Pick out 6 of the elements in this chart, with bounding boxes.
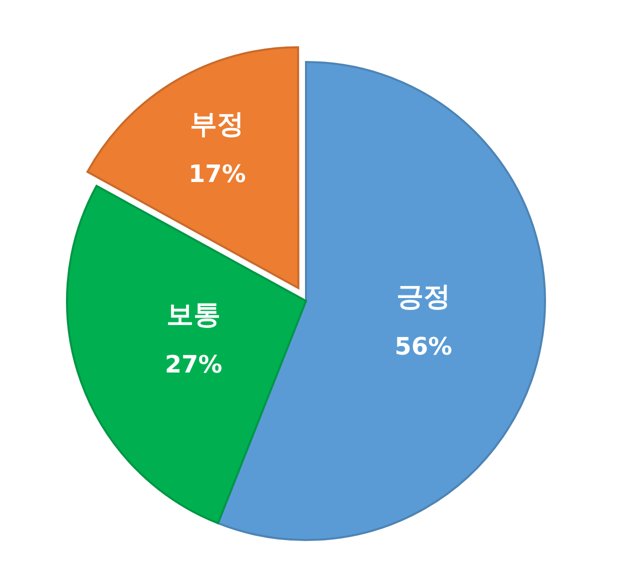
data-label: 17% xyxy=(188,160,246,188)
slice-label: 긍정 xyxy=(396,281,450,312)
data-label: 56% xyxy=(394,332,452,361)
slice-label: 보통 xyxy=(166,299,221,330)
data-label: 27% xyxy=(164,350,222,379)
slice-label: 부정 xyxy=(190,108,244,140)
